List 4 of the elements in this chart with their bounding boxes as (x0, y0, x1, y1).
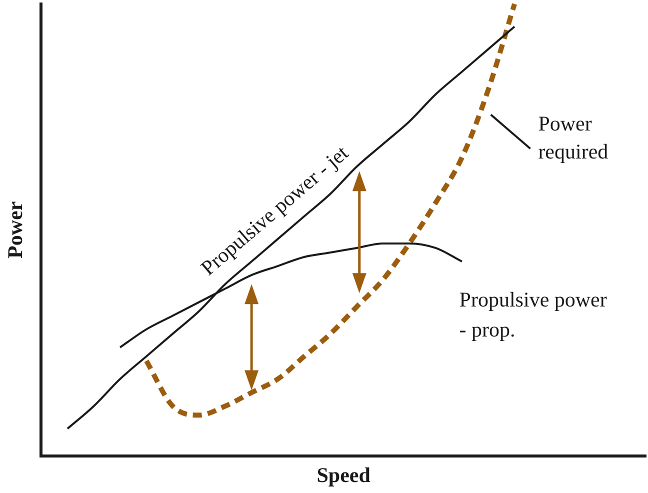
annotation: Propulsive power - prop. (459, 288, 607, 342)
annotation: Power required (538, 112, 609, 164)
x-axis-title: Speed (316, 462, 371, 487)
y-axis-title: Power (3, 201, 28, 258)
